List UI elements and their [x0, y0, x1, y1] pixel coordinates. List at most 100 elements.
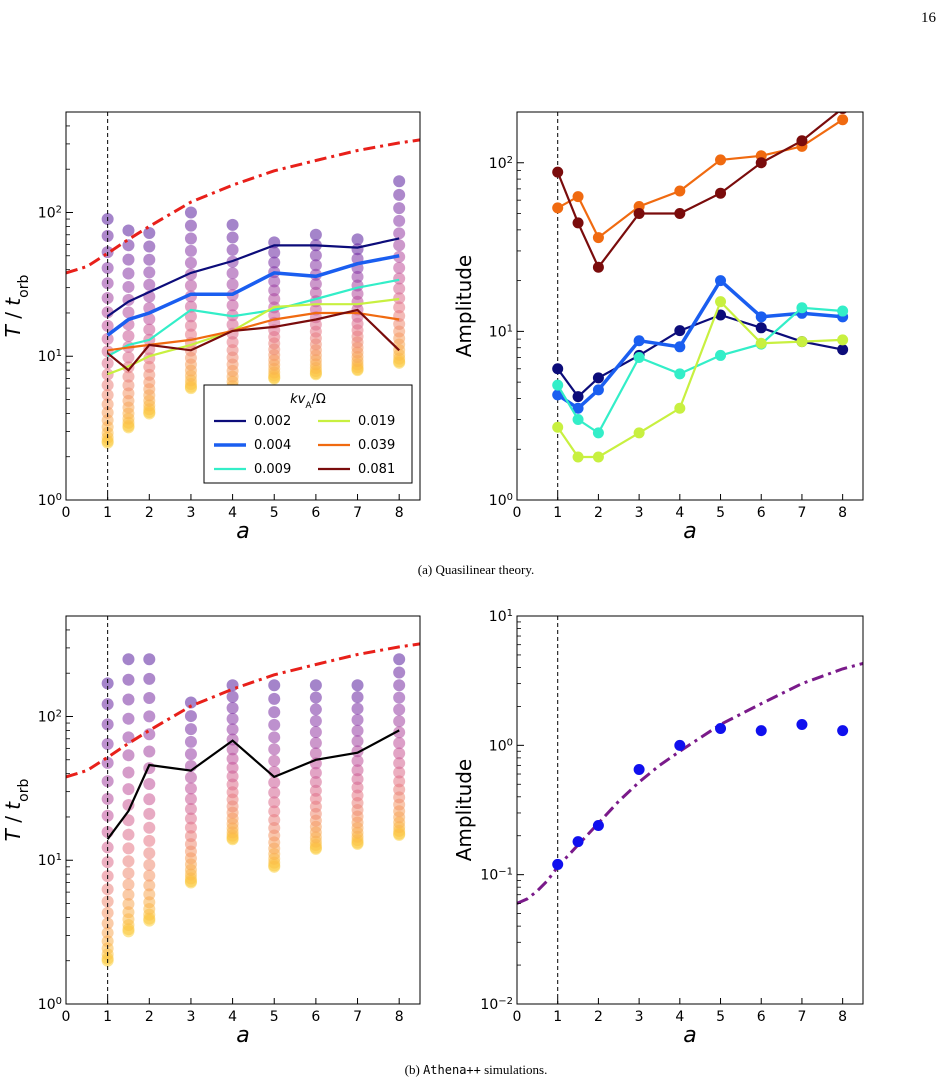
scatter-point [122, 749, 135, 762]
data-point [796, 718, 808, 730]
x-tick-label: 4 [675, 505, 684, 521]
x-tick-label: 1 [103, 1009, 112, 1025]
y-tick-label: 100 [489, 737, 513, 755]
scatter-point [393, 691, 406, 704]
legend-label: 0.081 [358, 462, 395, 477]
data-point [633, 208, 645, 220]
axes-frame [65, 111, 421, 501]
legend-label: 0.002 [254, 414, 291, 429]
data-point [715, 722, 727, 734]
scatter-point [184, 782, 197, 795]
scatter-point [351, 773, 364, 786]
scatter-point [143, 888, 156, 901]
data-point [674, 208, 686, 220]
scatter-point [393, 239, 406, 252]
scatter-point [101, 917, 114, 930]
series-data [106, 729, 400, 840]
x-tick-label: 0 [513, 1009, 522, 1025]
data-point [552, 379, 564, 391]
y-tick-label: 101 [38, 348, 62, 366]
scatter-point [122, 253, 135, 266]
scatter-point [143, 745, 156, 758]
scatter-point [393, 703, 406, 716]
scatter-point [309, 259, 322, 272]
data-point [755, 322, 767, 334]
scatter-point [122, 370, 135, 383]
panel-qlt-amplitude: 0 1 2 3 4 5 6 7 8 100 101 102 a Amplitude [452, 111, 864, 544]
data-point [572, 191, 584, 203]
plot-area [517, 616, 863, 1004]
scatter-point [122, 673, 135, 686]
scatter-point [184, 748, 197, 761]
series-line [556, 306, 843, 435]
scatter-point [226, 336, 239, 349]
x-tick-label: 5 [716, 1009, 725, 1025]
axes-frame [65, 615, 421, 1005]
scatter-point [393, 783, 406, 796]
series-data [552, 718, 849, 870]
x-axis-label: a [236, 1023, 249, 1048]
x-tick-label: 8 [395, 1009, 404, 1025]
scatter-point [143, 879, 156, 892]
scatter-point [143, 226, 156, 239]
scatter-point [351, 754, 364, 767]
scatter-point [268, 692, 281, 705]
x-tick-label: 0 [513, 505, 522, 521]
data-point [552, 363, 564, 375]
scatter-point [351, 287, 364, 300]
scatter-point [268, 706, 281, 719]
panel-sim-amplitude: 0 1 2 3 4 5 6 7 8 10−2 10−1 100 101 a Amplitude [452, 608, 864, 1048]
data-point [837, 114, 849, 126]
data-point [674, 739, 686, 751]
scatter-point [309, 766, 322, 779]
scatter-point [143, 653, 156, 666]
scatter-point [309, 228, 322, 241]
data-point [715, 154, 727, 166]
x-tick-label: 6 [757, 1009, 766, 1025]
scatter-point [143, 847, 156, 860]
x-tick-label: 1 [553, 1009, 562, 1025]
scatter-point [184, 206, 197, 219]
data-point [715, 296, 727, 308]
scatter-point [309, 277, 322, 290]
scatter-point [226, 231, 239, 244]
scatter-point [143, 793, 156, 806]
scatter-point [101, 229, 114, 242]
scatter-point [351, 713, 364, 726]
scatter-point [101, 677, 114, 690]
x-tick-label: 6 [757, 505, 766, 521]
caption-b-code: Athena++ [423, 1063, 481, 1077]
scatter-point [143, 240, 156, 253]
scatter-point [184, 803, 197, 816]
panel-qlt-timescale: 0 1 2 3 4 5 6 7 8 100 101 102 a T / torb kvA/Ω 0.002 0.0… [1, 111, 421, 544]
data-point [674, 341, 686, 353]
scatter-point [309, 691, 322, 704]
data-point [796, 135, 808, 147]
scatter-point [268, 796, 281, 809]
scatter-point [309, 747, 322, 760]
data-point [837, 334, 849, 346]
legend-label: 0.019 [358, 414, 395, 429]
scatter-point [184, 244, 197, 257]
scatter-point [268, 805, 281, 818]
x-tick-label: 0 [62, 1009, 71, 1025]
scatter-point [122, 906, 135, 919]
scatter-point [268, 776, 281, 789]
scatter-point [122, 828, 135, 841]
scatter-point [226, 761, 239, 774]
caption-a: (a) Quasilinear theory. [417, 562, 535, 577]
data-point [837, 344, 849, 356]
y-axis-label: Amplitude [452, 255, 476, 358]
data-point [755, 311, 767, 323]
scatter-point [309, 703, 322, 716]
scatter-point [393, 679, 406, 692]
y-tick-label: 101 [38, 852, 62, 870]
scatter-point [122, 712, 135, 725]
series-0.004 [106, 254, 400, 337]
data-point [592, 384, 604, 396]
x-tick-label: 7 [353, 505, 362, 521]
x-tick-label: 3 [186, 505, 195, 521]
data-point [715, 275, 727, 287]
scatter-point [122, 693, 135, 706]
